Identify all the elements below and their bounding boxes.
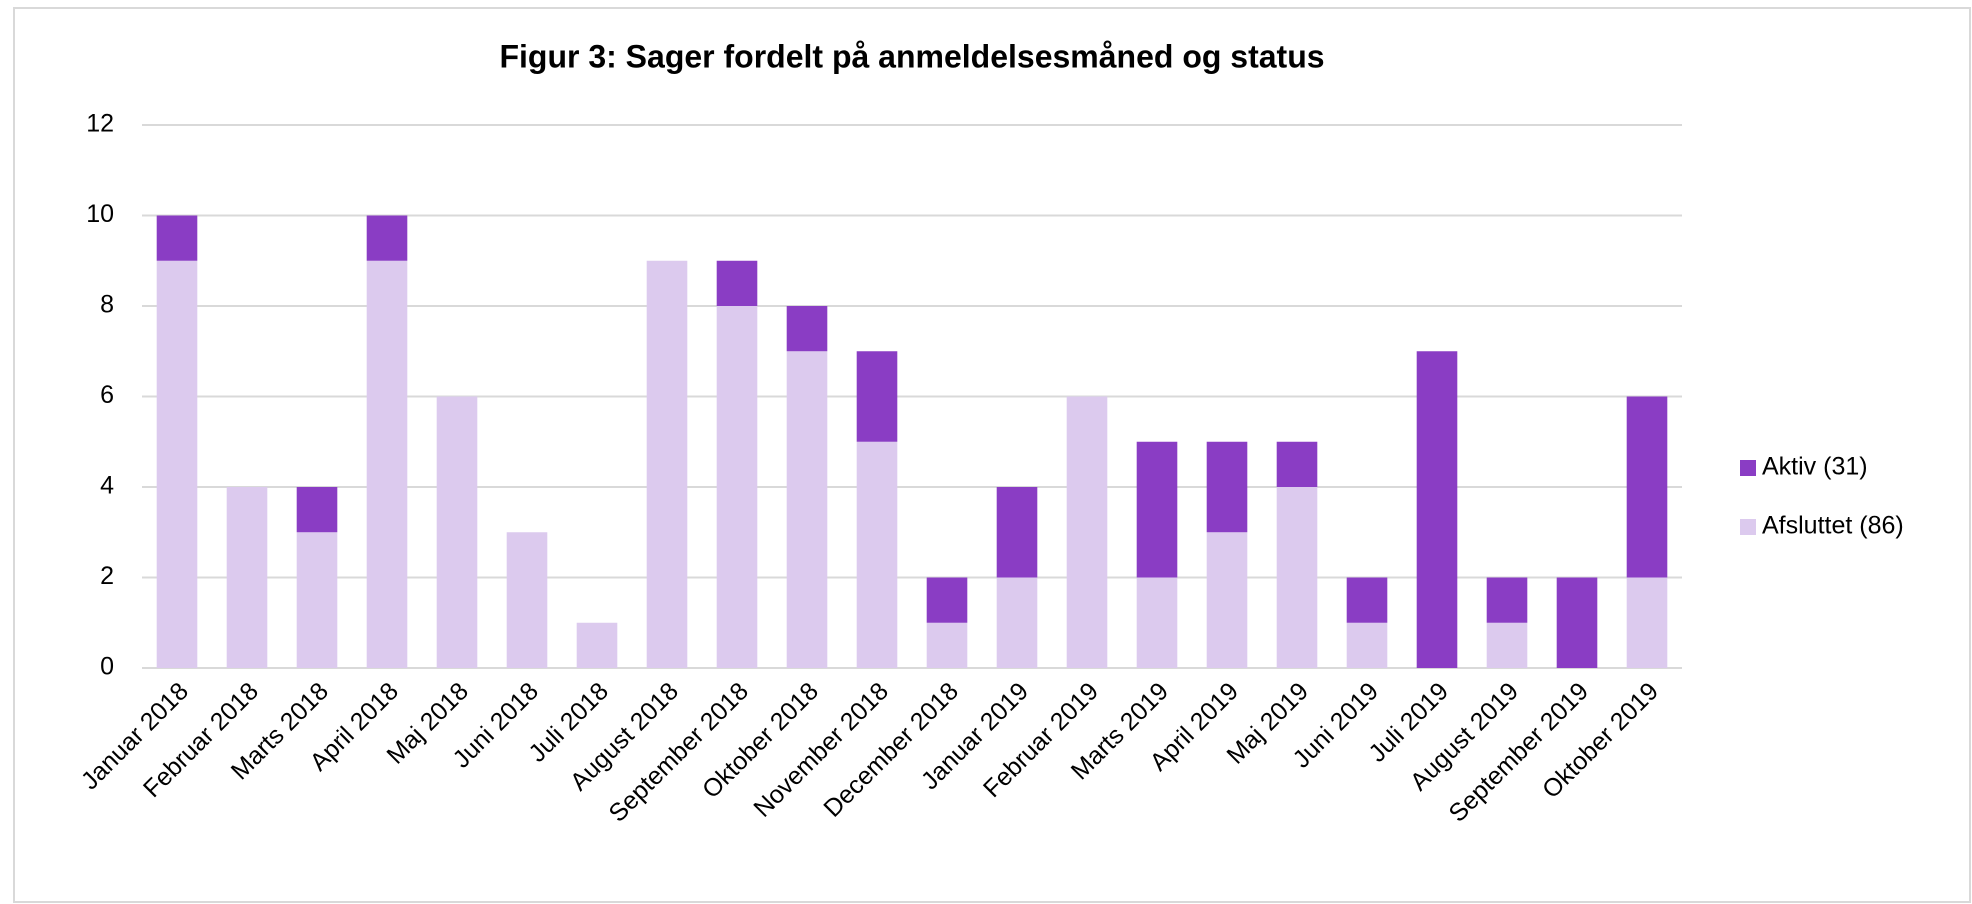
bar-segment — [856, 351, 898, 442]
bar-segment — [1066, 396, 1108, 668]
bar-segment — [786, 306, 828, 352]
bar-segment — [1346, 622, 1388, 668]
legend-swatch — [1740, 519, 1756, 535]
y-tick-label: 4 — [100, 472, 114, 500]
bar-segment — [1276, 441, 1318, 487]
bar-segment — [646, 260, 688, 668]
y-tick-label: 6 — [100, 381, 114, 409]
bar-segment — [1276, 487, 1318, 668]
y-tick-label: 10 — [86, 200, 114, 228]
bar-segment — [156, 260, 198, 668]
y-tick-label: 12 — [86, 110, 114, 138]
bar-segment — [1486, 622, 1528, 668]
y-tick-label: 8 — [100, 291, 114, 319]
bar-segment — [716, 306, 758, 668]
bar-segment — [366, 260, 408, 668]
bar-segment — [856, 441, 898, 668]
bar-segment — [1626, 396, 1668, 578]
bar-segment — [1416, 351, 1458, 668]
bar-segment — [716, 260, 758, 306]
bar-segment — [156, 215, 198, 261]
bar-segment — [576, 622, 618, 668]
legend-swatch — [1740, 460, 1756, 476]
bar-segment — [1346, 577, 1388, 623]
bar-segment — [786, 351, 828, 668]
bar-segment — [996, 487, 1038, 578]
legend-label: Aktiv (31) — [1762, 453, 1868, 481]
bar-segment — [1626, 577, 1668, 668]
bar-segment — [436, 396, 478, 668]
y-tick-label: 0 — [100, 653, 114, 681]
bar-segment — [366, 215, 408, 261]
bar-segment — [506, 532, 548, 668]
bar-segment — [1136, 441, 1178, 578]
y-tick-label: 2 — [100, 562, 114, 590]
bar-segment — [996, 577, 1038, 668]
bar-segment — [1486, 577, 1528, 623]
bar-segment — [1556, 577, 1598, 668]
bar-segment — [926, 622, 968, 668]
chart-title: Figur 3: Sager fordelt på anmeldelsesmån… — [499, 38, 1324, 74]
legend-label: Afsluttet (86) — [1762, 512, 1904, 540]
bar-segment — [926, 577, 968, 623]
bar-segment — [1136, 577, 1178, 668]
bar-segment — [1206, 532, 1248, 668]
bar-segment — [1206, 441, 1248, 533]
bar-segment — [226, 487, 268, 668]
bar-segment — [296, 532, 338, 668]
bar-segment — [296, 487, 338, 533]
